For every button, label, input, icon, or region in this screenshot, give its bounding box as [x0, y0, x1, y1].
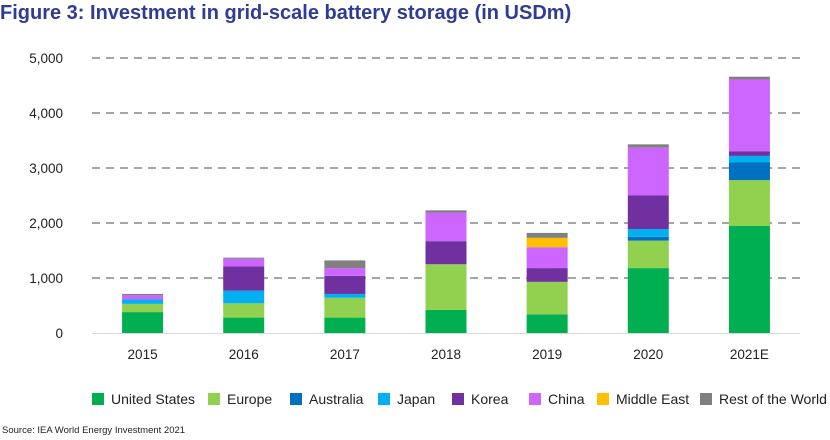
- bar-segment: [728, 76, 770, 80]
- bar-segment: [223, 303, 265, 318]
- bar-segment: [223, 290, 265, 304]
- bar-segment: [324, 260, 366, 269]
- bar-segment: [122, 299, 164, 304]
- x-tick-label: 2020: [633, 347, 663, 362]
- bar-segment: [728, 180, 770, 226]
- legend-item: Australia: [290, 391, 363, 407]
- bar-segment: [324, 317, 366, 333]
- bar-segment: [627, 147, 669, 196]
- legend-item: Japan: [378, 391, 435, 407]
- bar-segment: [526, 237, 568, 248]
- y-tick-label: 1,000: [29, 271, 63, 286]
- legend-swatch: [597, 393, 609, 405]
- x-axis-tick-labels: 2015 2016 2017 2018 2019 2020 2021E: [128, 347, 769, 362]
- bar-segment: [526, 314, 568, 333]
- bar-segment: [122, 312, 164, 333]
- y-tick-label: 5,000: [29, 51, 63, 66]
- chart-title: Figure 3: Investment in grid-scale batte…: [0, 2, 572, 24]
- bar-segment: [728, 155, 770, 163]
- bar-segment: [627, 268, 669, 333]
- legend-label: Australia: [309, 391, 364, 407]
- y-tick-label: 2,000: [29, 216, 63, 231]
- bar-segment: [324, 268, 366, 276]
- legend-item: Korea: [452, 391, 508, 407]
- bar-segment: [627, 144, 669, 148]
- bar-segment: [223, 258, 265, 267]
- legend-item: China: [529, 391, 585, 407]
- bar-segment: [425, 210, 467, 213]
- bar-segment: [627, 195, 669, 230]
- bar-segment: [223, 266, 265, 291]
- x-tick-label: 2017: [330, 347, 360, 362]
- legend-swatch: [290, 393, 302, 405]
- y-tick-label: 3,000: [29, 161, 63, 176]
- bar-segment: [526, 281, 568, 315]
- legend-swatch: [452, 393, 464, 405]
- legend-label: Rest of the World: [719, 391, 827, 407]
- legend-label: China: [548, 391, 585, 407]
- bar-segment: [526, 268, 568, 282]
- y-tick-label: 0: [55, 326, 63, 341]
- legend-item: United States: [92, 391, 195, 407]
- legend-label: United States: [111, 391, 196, 407]
- legend-swatch: [92, 393, 104, 405]
- bar-segment: [324, 293, 366, 298]
- bar-segment: [223, 317, 265, 333]
- y-axis-tick-labels: 0 1,000 2,000 3,000 4,000 5,000: [29, 51, 63, 341]
- bar-segment: [627, 236, 669, 241]
- bar-segment: [526, 232, 568, 238]
- stacked-bars: [122, 76, 770, 333]
- bar-segment: [223, 257, 265, 259]
- x-tick-label: 2019: [532, 347, 562, 362]
- bar-segment: [728, 225, 770, 333]
- legend-item: Middle East: [597, 391, 689, 407]
- bar-segment: [526, 247, 568, 269]
- bar-segment: [728, 162, 770, 181]
- bar-segment: [122, 295, 164, 300]
- legend-item: Europe: [208, 391, 272, 407]
- legend-item: Rest of the World: [700, 391, 827, 407]
- bar-segment: [425, 309, 467, 333]
- bar-segment: [324, 297, 366, 318]
- bar-segment: [122, 293, 164, 296]
- bar-segment: [728, 151, 770, 156]
- bar-segment: [728, 79, 770, 152]
- bar-segment: [627, 229, 669, 237]
- x-tick-label: 2015: [128, 347, 158, 362]
- legend-label: Japan: [397, 391, 436, 407]
- x-tick-label: 2018: [431, 347, 461, 362]
- legend-label: Europe: [227, 391, 273, 407]
- legend-swatch: [208, 393, 220, 405]
- source-note: Source: IEA World Energy Investment 2021: [2, 425, 186, 436]
- bar-segment: [122, 303, 164, 313]
- legend-swatch: [529, 393, 541, 405]
- x-tick-label: 2016: [229, 347, 259, 362]
- bar-segment: [324, 275, 366, 294]
- bar-segment: [425, 264, 467, 310]
- x-tick-label: 2021E: [730, 347, 769, 362]
- legend-swatch: [378, 393, 390, 405]
- legend: United States Europe Australia Japan Korea Ch…: [0, 391, 830, 411]
- bar-segment: [425, 212, 467, 242]
- bar-segment: [627, 240, 669, 269]
- legend-label: Middle East: [616, 391, 690, 407]
- bar-segment: [425, 241, 467, 265]
- legend-swatch: [700, 393, 712, 405]
- y-tick-label: 4,000: [29, 106, 63, 121]
- legend-label: Korea: [471, 391, 509, 407]
